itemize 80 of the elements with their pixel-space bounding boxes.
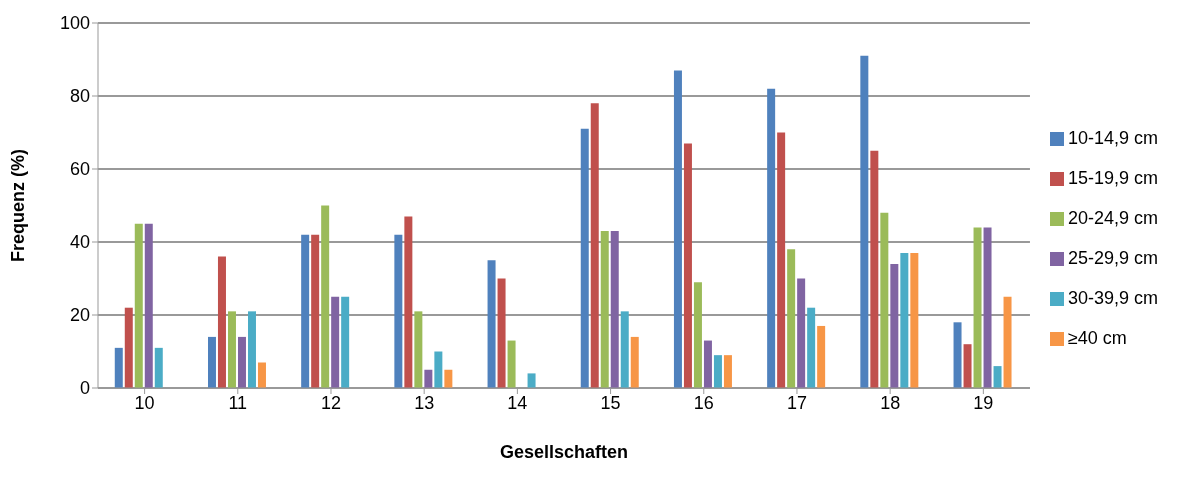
bar bbox=[953, 322, 962, 388]
bar bbox=[910, 252, 919, 388]
bar bbox=[321, 205, 330, 388]
bar bbox=[154, 347, 163, 388]
legend-label: 20-24,9 cm bbox=[1067, 208, 1158, 228]
bar bbox=[983, 227, 992, 388]
bar bbox=[610, 231, 619, 388]
bar bbox=[311, 234, 320, 388]
bar bbox=[487, 260, 496, 388]
bar bbox=[507, 340, 516, 388]
bar bbox=[900, 252, 909, 388]
bar bbox=[227, 311, 236, 388]
bar bbox=[301, 234, 310, 388]
bar bbox=[497, 278, 506, 388]
legend-label: ≥40 cm bbox=[1067, 328, 1127, 348]
x-tick-label: 13 bbox=[414, 392, 435, 413]
bar bbox=[404, 216, 413, 388]
y-axis-title: Frequenz (%) bbox=[8, 148, 29, 263]
x-tick-label: 11 bbox=[228, 392, 248, 413]
legend-label: 30-39,9 cm bbox=[1067, 288, 1158, 308]
y-tick-label: 100 bbox=[59, 13, 90, 34]
bar bbox=[590, 103, 599, 388]
y-tick-label: 60 bbox=[69, 159, 90, 180]
x-tick-label: 12 bbox=[320, 392, 341, 413]
bar bbox=[673, 70, 682, 388]
bar bbox=[414, 311, 423, 388]
bar bbox=[331, 296, 340, 388]
bar bbox=[693, 282, 702, 388]
bar bbox=[890, 263, 899, 388]
bar bbox=[600, 231, 609, 388]
x-tick-label: 15 bbox=[600, 392, 621, 413]
bar bbox=[134, 223, 143, 388]
bar bbox=[703, 340, 712, 388]
bar bbox=[444, 369, 453, 388]
bar bbox=[237, 336, 246, 388]
bar bbox=[797, 278, 806, 388]
y-tick-label: 40 bbox=[69, 232, 90, 253]
bar bbox=[787, 249, 796, 388]
legend-label: 25-29,9 cm bbox=[1067, 248, 1158, 268]
bar bbox=[723, 355, 732, 388]
x-tick-label: 17 bbox=[786, 392, 807, 413]
bar bbox=[973, 227, 982, 388]
y-tick-label: 0 bbox=[79, 378, 90, 399]
bar bbox=[713, 355, 722, 388]
x-tick-label: 16 bbox=[693, 392, 714, 413]
bar bbox=[207, 336, 216, 388]
x-tick-label: 19 bbox=[973, 392, 994, 413]
bar bbox=[114, 347, 123, 388]
bar bbox=[620, 311, 629, 388]
bar bbox=[777, 132, 786, 388]
bar bbox=[860, 55, 869, 388]
bar bbox=[880, 212, 889, 388]
bar bbox=[124, 307, 133, 388]
x-tick-label: 10 bbox=[134, 392, 155, 413]
bar bbox=[527, 373, 536, 388]
legend-label: 15-19,9 cm bbox=[1067, 168, 1158, 188]
x-axis-title: Gesellschaften bbox=[499, 442, 629, 462]
bar bbox=[817, 325, 826, 388]
bar bbox=[217, 256, 226, 388]
bar bbox=[341, 296, 350, 388]
y-tick-label: 80 bbox=[69, 86, 90, 107]
bar bbox=[993, 366, 1002, 388]
bar bbox=[247, 311, 256, 388]
bar bbox=[424, 369, 433, 388]
bar bbox=[580, 128, 589, 388]
bar bbox=[767, 88, 776, 388]
bar bbox=[144, 223, 153, 388]
bar bbox=[257, 362, 266, 388]
x-tick-label: 18 bbox=[880, 392, 901, 413]
y-tick-label: 20 bbox=[69, 305, 90, 326]
bar bbox=[1003, 296, 1012, 388]
bar bbox=[870, 150, 879, 388]
bar bbox=[963, 344, 972, 388]
bar bbox=[807, 307, 816, 388]
bar bbox=[683, 143, 692, 388]
bar bbox=[394, 234, 403, 388]
legend-label: 10-14,9 cm bbox=[1067, 128, 1158, 148]
bar bbox=[630, 336, 639, 388]
bar bbox=[434, 351, 443, 388]
x-tick-label: 14 bbox=[507, 392, 528, 413]
